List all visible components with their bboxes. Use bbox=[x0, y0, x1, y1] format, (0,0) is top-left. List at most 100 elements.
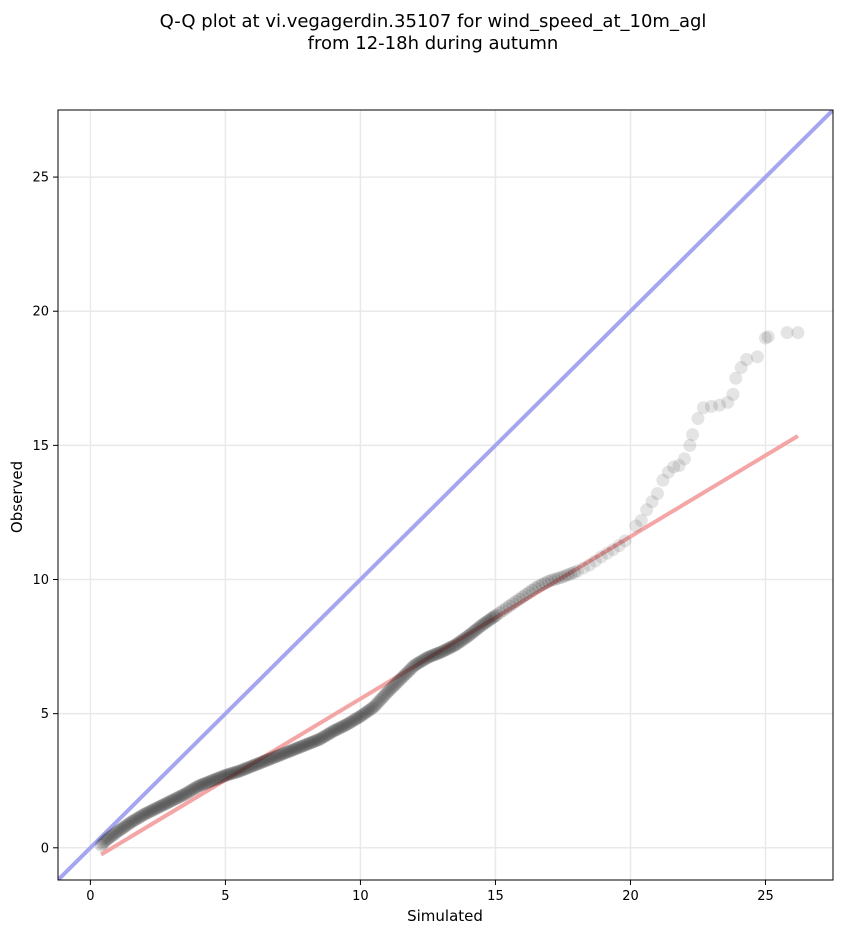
qq-point bbox=[502, 599, 516, 613]
qq-tail-point bbox=[645, 495, 659, 509]
qq-point bbox=[551, 571, 565, 585]
qq-point bbox=[109, 826, 123, 840]
qq-point bbox=[528, 581, 542, 595]
qq-point bbox=[243, 760, 257, 774]
qq-point bbox=[405, 661, 419, 675]
qq-point bbox=[216, 769, 230, 783]
qq-tail-point bbox=[740, 353, 754, 367]
qq-point bbox=[600, 546, 614, 560]
qq-point bbox=[115, 821, 129, 835]
qq-point bbox=[488, 609, 502, 623]
qq-point bbox=[196, 777, 210, 791]
qq-point bbox=[490, 608, 504, 622]
qq-point bbox=[110, 825, 124, 839]
qq-tail-point bbox=[726, 387, 740, 401]
qq-point bbox=[190, 780, 204, 794]
qq-point bbox=[138, 807, 152, 821]
qq-point bbox=[316, 730, 330, 744]
reference-lines bbox=[58, 110, 833, 880]
qq-tail-point bbox=[734, 361, 748, 375]
qq-point bbox=[274, 748, 288, 762]
qq-point bbox=[370, 697, 384, 711]
qq-tail-point bbox=[661, 465, 675, 479]
qq-point bbox=[201, 775, 215, 789]
qq-point bbox=[515, 590, 529, 604]
qq-point bbox=[269, 750, 283, 764]
qq-point bbox=[285, 743, 299, 757]
qq-point bbox=[237, 762, 251, 776]
qq-point bbox=[567, 565, 581, 579]
qq-point bbox=[308, 734, 322, 748]
qq-point bbox=[449, 637, 463, 651]
qq-point bbox=[464, 627, 478, 641]
qq-point bbox=[468, 623, 482, 637]
qq-point bbox=[198, 777, 212, 791]
qq-point bbox=[402, 664, 416, 678]
y-tick-label: 20 bbox=[32, 305, 49, 320]
qq-point bbox=[230, 765, 244, 779]
x-axis-label: Simulated bbox=[407, 907, 483, 925]
qq-point bbox=[261, 753, 275, 767]
qq-point bbox=[130, 812, 144, 826]
qq-point bbox=[443, 641, 457, 655]
qq-tail-point bbox=[791, 326, 805, 340]
qq-point bbox=[475, 618, 489, 632]
qq-point bbox=[148, 802, 162, 816]
qq-point bbox=[290, 741, 304, 755]
qq-point bbox=[418, 652, 432, 666]
qq-point bbox=[144, 804, 158, 818]
qq-point bbox=[454, 634, 468, 648]
qq-point bbox=[305, 735, 319, 749]
qq-point bbox=[161, 796, 175, 810]
qq-point bbox=[318, 729, 332, 743]
qq-point bbox=[227, 766, 241, 780]
qq-point bbox=[594, 550, 608, 564]
qq-point bbox=[143, 805, 157, 819]
qq-point bbox=[234, 764, 248, 778]
qq-point bbox=[101, 832, 115, 846]
qq-point bbox=[311, 733, 325, 747]
qq-point bbox=[417, 653, 431, 667]
qq-point bbox=[264, 751, 278, 765]
qq-point bbox=[251, 757, 265, 771]
qq-point bbox=[191, 779, 205, 793]
qq-point bbox=[221, 768, 235, 782]
qq-point bbox=[321, 727, 335, 741]
qq-point bbox=[297, 739, 311, 753]
qq-point bbox=[277, 746, 291, 760]
qq-point bbox=[112, 824, 126, 838]
qq-point bbox=[211, 771, 225, 785]
qq-point bbox=[506, 597, 520, 611]
qq-point bbox=[125, 815, 139, 829]
qq-point bbox=[104, 830, 118, 844]
qq-point bbox=[381, 685, 395, 699]
qq-point bbox=[154, 799, 168, 813]
qq-point bbox=[459, 631, 473, 645]
qq-point bbox=[397, 669, 411, 683]
qq-tail-point bbox=[640, 503, 654, 517]
qq-point bbox=[334, 720, 348, 734]
qq-point bbox=[340, 717, 354, 731]
qq-point bbox=[391, 675, 405, 689]
qq-point bbox=[396, 670, 410, 684]
qq-point bbox=[407, 659, 421, 673]
qq-point bbox=[107, 827, 121, 841]
qq-tail-point bbox=[758, 331, 772, 345]
qq-point bbox=[525, 583, 539, 597]
qq-point bbox=[350, 711, 364, 725]
qq-point bbox=[433, 646, 447, 660]
qq-point bbox=[206, 773, 220, 787]
qq-point bbox=[209, 772, 223, 786]
qq-point bbox=[421, 650, 435, 664]
qq-point bbox=[96, 837, 110, 851]
qq-point bbox=[200, 776, 214, 790]
qq-tail-point bbox=[696, 401, 710, 415]
qq-point bbox=[284, 744, 298, 758]
qq-point bbox=[366, 700, 380, 714]
qq-point bbox=[232, 764, 246, 778]
qq-point bbox=[229, 765, 243, 779]
grid-lines bbox=[58, 110, 833, 880]
qq-point bbox=[162, 795, 176, 809]
plot-frame bbox=[57, 109, 834, 881]
qq-point bbox=[362, 704, 376, 718]
